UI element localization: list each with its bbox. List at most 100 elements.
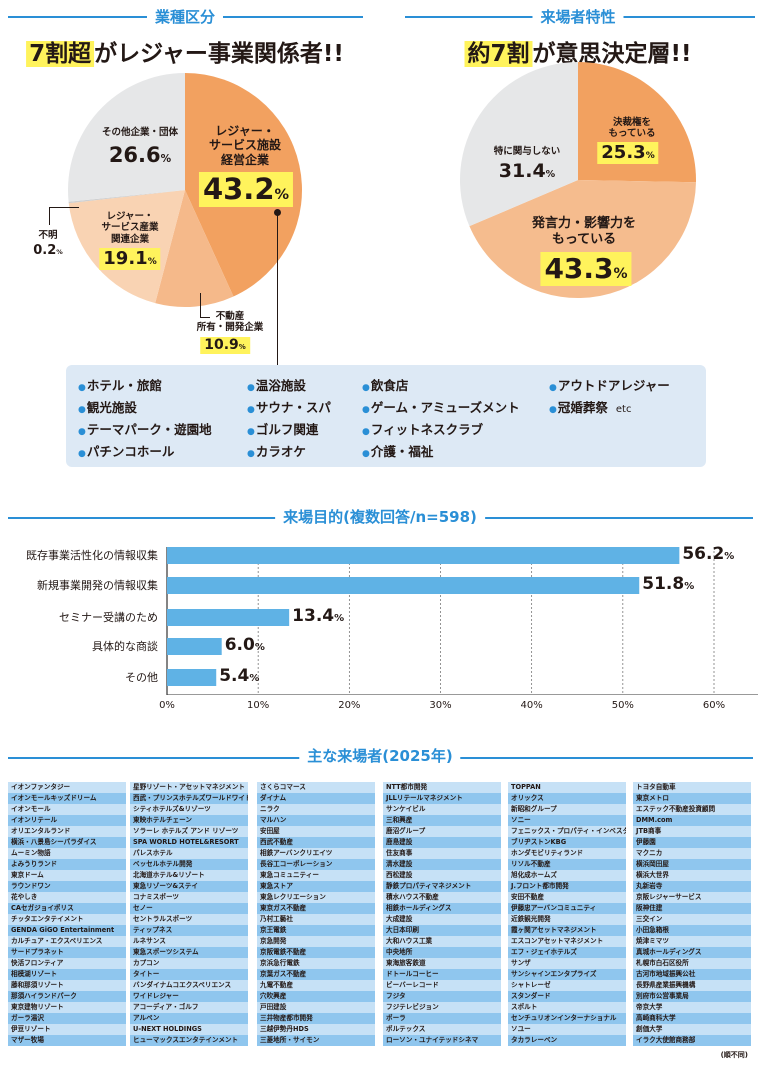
pie1-slice-2 <box>68 190 185 304</box>
pie2-value-influence: 43.3% <box>540 252 632 286</box>
x-tick-label: 20% <box>338 700 361 711</box>
pie1-label-leisure-related: レジャー・ サービス産業 関連企業 <box>101 211 158 245</box>
visitor-item: 東急スポーツシステム <box>130 947 248 958</box>
visitor-item: 東急リゾーツ&ステイ <box>130 881 248 892</box>
visitor-item: ソニー <box>508 815 626 826</box>
visitor-item: 新昭和グループ <box>508 804 626 815</box>
visitor-item: 長谷工コーポレーション <box>257 859 375 870</box>
x-tick-label: 30% <box>429 700 452 711</box>
order-note: (順不同) <box>720 1051 748 1059</box>
visitor-item: 横浜・八景島シーパラダイス <box>8 837 126 848</box>
visitor-item: 伊藤園 <box>633 837 751 848</box>
x-tick-label: 50% <box>611 700 634 711</box>
visitor-item: 大成建設 <box>383 914 501 925</box>
x-tick-label: 60% <box>702 700 726 711</box>
pie1-value-leisure-related: 19.1% <box>99 248 161 270</box>
visitor-item: 伊藤忠アーバンコミュニティ <box>508 903 626 914</box>
visitor-item: フジタ <box>383 991 501 1002</box>
visitor-item: フジテレビジョン <box>383 1002 501 1013</box>
visitor-item: J.フロント都市開発 <box>508 881 626 892</box>
visitor-item: 横浜大世界 <box>633 870 751 881</box>
visitor-item: 古河市地域振興公社 <box>633 969 751 980</box>
visitor-item: ヒューマックスエンタテインメント <box>130 1035 248 1046</box>
bar-value-label: 13.4% <box>292 606 345 626</box>
visitor-item: 西武・プリンスホテルズワールドワイド <box>130 793 248 804</box>
bar-category-label: 既存事業活性化の情報収集 <box>26 549 158 562</box>
visitor-item: エフ・ジェイホテルズ <box>508 947 626 958</box>
pie1-value-leisure-facility: 43.2% <box>198 172 294 207</box>
legend-item: ●サウナ・スパ <box>247 400 331 415</box>
visitor-item: 花やしき <box>8 892 126 903</box>
pie2-slice-1 <box>469 180 696 298</box>
visitor-item: アルペン <box>130 1013 248 1024</box>
headline-highlight: 7割超 <box>26 41 95 67</box>
visitor-item: 真城ホールディングス <box>633 947 751 958</box>
legend-item: ●冠婚葬祭 etc <box>549 400 632 415</box>
label-line: 関連企業 <box>110 233 150 245</box>
visitor-item: ローソン・ユナイテッドシネマ <box>383 1035 501 1046</box>
visitor-column: イオンファンタジー イオンモールキッズドリーム イオンモール イオンリテール オリエンタ… <box>8 782 126 1046</box>
visitor-item: 清水建設 <box>383 859 501 870</box>
legend-item: ●ゴルフ関連 <box>247 422 319 437</box>
visitor-item: カプコン <box>130 958 248 969</box>
visitor-item: 安田不動産 <box>508 892 626 903</box>
visitor-item: 京王電鉄 <box>257 925 375 936</box>
visitor-column: NTT都市開発 JLLリテールマネジメント サンケイビル 三和興産 鹿沼グループ 鹿島建設… <box>383 782 501 1046</box>
bar-category-label: その他 <box>125 671 158 684</box>
bar-value-label: 6.0% <box>224 635 265 655</box>
visitor-item: シティホテルズ&リゾーツ <box>130 804 248 815</box>
visitor-item: ポルテックス <box>383 1024 501 1035</box>
legend-item: ●飲食店 <box>362 378 409 393</box>
legend-item: ●テーマパーク・遊園地 <box>78 422 212 437</box>
visitor-item: ムーミン物語 <box>8 848 126 859</box>
headline-text: がレジャー事業関係者!! <box>94 41 344 67</box>
visitor-item: 相鉄アーバンクリエイツ <box>257 848 375 859</box>
visitor-item: 伊豆リゾート <box>8 1024 126 1035</box>
visitor-item: 東急ストア <box>257 881 375 892</box>
visitor-item: 大日本印刷 <box>383 925 501 936</box>
visitor-item: DMM.com <box>633 815 751 826</box>
bar-value-label: 51.8% <box>642 574 695 594</box>
bar-category-label: 具体的な商談 <box>92 640 158 653</box>
visitor-item: GENDA GiGO Entertainment <box>8 925 126 936</box>
leader-line <box>49 207 79 208</box>
headline-highlight: 約7割 <box>464 41 533 67</box>
visitor-item: 安田屋 <box>257 826 375 837</box>
label-line: もっている <box>608 128 656 140</box>
visitor-item: ポーラ <box>383 1013 501 1024</box>
pie1-value-real-estate: 10.9% <box>200 337 250 354</box>
pie1-label-other: その他企業・団体 <box>101 127 179 138</box>
visitor-item: 長野県産業振興機構 <box>633 980 751 991</box>
bar-value-label: 5.4% <box>219 666 260 686</box>
visitor-item: 藤和那須リゾート <box>8 980 126 991</box>
visitor-item: 静鉄プロパティマネジメント <box>383 881 501 892</box>
visitor-item: 戸田建設 <box>257 1002 375 1013</box>
visitor-item: 旭化成ホームズ <box>508 870 626 881</box>
pie2-slice-2 <box>460 62 578 227</box>
visitor-item: CAセガジョイポリス <box>8 903 126 914</box>
visitor-item: 三越伊勢丹HDS <box>257 1024 375 1035</box>
visitor-item: サードプラネット <box>8 947 126 958</box>
visitor-item: リソル不動産 <box>508 859 626 870</box>
visitor-item: 札幌市白石区役所 <box>633 958 751 969</box>
visitor-item: イオンリテール <box>8 815 126 826</box>
visitor-item: ニラク <box>257 804 375 815</box>
legend-item: ●介護・福祉 <box>362 444 434 459</box>
visitor-item: マルハン <box>257 815 375 826</box>
legend-item: ●フィットネスクラブ <box>362 422 484 437</box>
visitor-item: 相模湖リゾート <box>8 969 126 980</box>
visitor-item: 京葉ガス不動産 <box>257 969 375 980</box>
visitor-item: マザー牧場 <box>8 1035 126 1046</box>
visitor-item: コナミスポーツ <box>130 892 248 903</box>
visitor-item: ワイドレジャー <box>130 991 248 1002</box>
bar <box>167 547 680 564</box>
visitor-item: フェニックス・プロパティ・インベスターズ <box>508 826 626 837</box>
visitor-item: 横浜岡田屋 <box>633 859 751 870</box>
visitor-column: さくらコマース ダイナム ニラク マルハン 安田屋 西武不動産 相鉄アーバンクリエイツ 長谷工… <box>257 782 375 1046</box>
visitor-item: 鹿沼グループ <box>383 826 501 837</box>
label-line: サービス施設 <box>208 138 282 153</box>
visitor-item: SPA WORLD HOTEL&RESORT <box>130 837 248 848</box>
bar-chart-purpose <box>166 547 758 695</box>
bar <box>167 577 640 594</box>
label-line: レジャー・ <box>215 124 275 138</box>
